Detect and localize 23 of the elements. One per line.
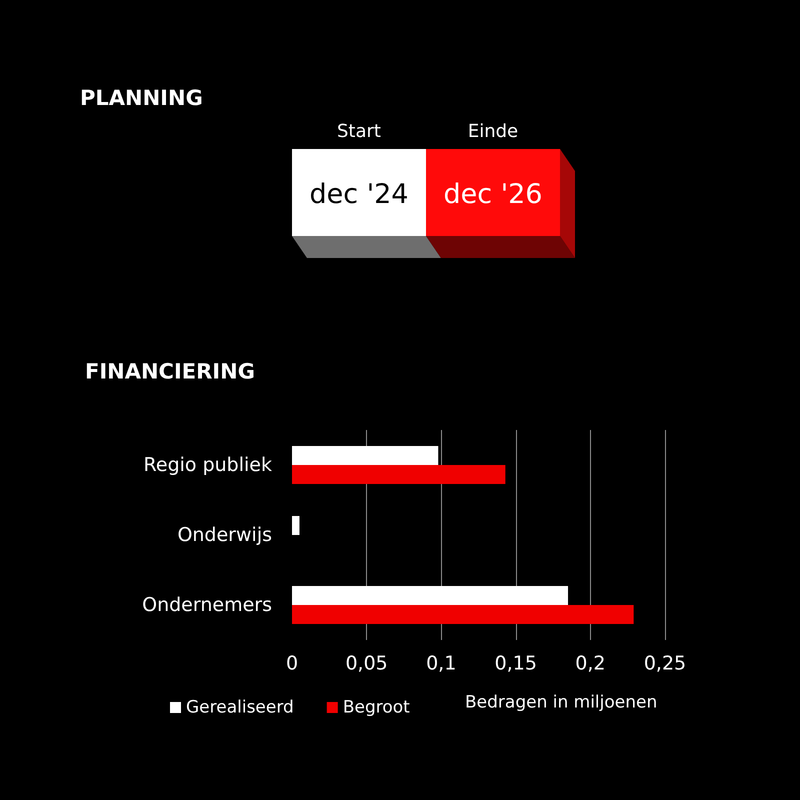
text: dec '26 <box>444 179 542 210</box>
chart-title: FINANCIERING <box>85 360 255 384</box>
bar <box>292 516 300 535</box>
bar <box>292 586 568 605</box>
text: dec '24 <box>310 179 408 210</box>
x-tick-label: 0,15 <box>494 652 537 674</box>
x-tick-label: 0,25 <box>644 652 686 674</box>
category-label: Einde <box>468 121 518 142</box>
x-tick-label: 0,2 <box>575 652 606 674</box>
category-label: Start <box>337 121 381 142</box>
y-tick-label: Ondernemers <box>142 594 272 616</box>
text: PLANNING <box>80 86 203 110</box>
bar <box>292 465 506 484</box>
legend-label: Gerealiseerd <box>186 698 294 718</box>
x-tick-label: 0,1 <box>426 652 456 674</box>
y-tick-label: Regio publiek <box>144 454 272 476</box>
legend-label: Begroot <box>342 698 410 718</box>
bar <box>292 605 634 624</box>
x-axis-title: Bedragen in miljoenen <box>465 692 658 712</box>
bar <box>292 446 438 465</box>
y-tick-label: Onderwijs <box>177 524 272 546</box>
x-tick-label: 0,05 <box>345 652 388 674</box>
x-tick-label: 0 <box>286 652 298 674</box>
